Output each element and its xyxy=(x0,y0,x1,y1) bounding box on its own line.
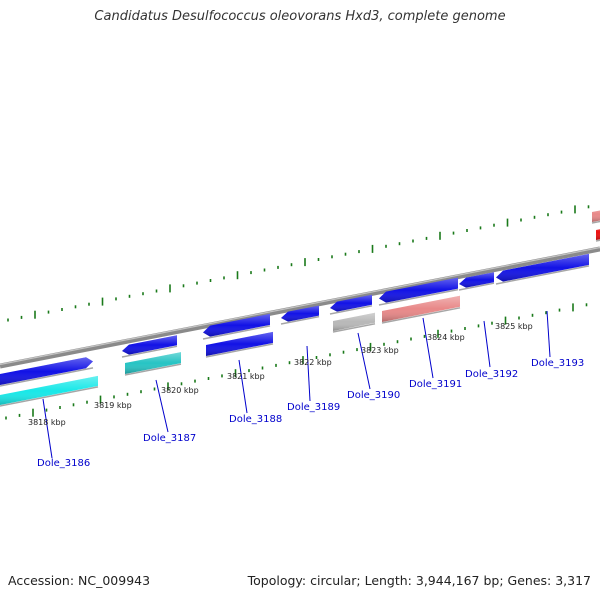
gene-dole-3187[interactable] xyxy=(124,352,182,376)
label-connector-line xyxy=(546,310,551,358)
gene-dole-3186-shading xyxy=(0,357,93,386)
gene-dole-3190-shading xyxy=(333,312,375,331)
label-connector-line xyxy=(155,379,169,433)
label-connector-line xyxy=(422,317,434,379)
kbp-label: 3824 kbp xyxy=(427,333,465,342)
lower-tick-track xyxy=(5,303,588,420)
genome-title: Candidatus Desulfococcus oleovorans Hxd3… xyxy=(94,9,506,24)
gene-dole-3190[interactable] xyxy=(332,312,376,333)
gene-label-link[interactable]: Dole_3188 xyxy=(229,414,282,425)
gene-labels: Dole_3186 Dole_3187 Dole_3188 Dole_3189 Dole… xyxy=(37,358,584,469)
genome-summary-text: Topology: circular; Length: 3,944,167 bp… xyxy=(247,573,591,588)
kbp-label: 3819 kbp xyxy=(94,401,132,410)
gene-label-link[interactable]: Dole_3193 xyxy=(531,358,584,369)
genome-backbone xyxy=(0,246,600,369)
kbp-label: 3825 kbp xyxy=(495,322,533,331)
label-connector-line xyxy=(238,359,248,414)
gene-dole-3191-edge xyxy=(381,307,461,324)
accession-text: Accession: NC_009943 xyxy=(8,573,151,588)
gene-label-link[interactable]: Dole_3187 xyxy=(143,433,196,444)
kbp-label: 3818 kbp xyxy=(28,418,66,427)
gene-cyan-dole-3186-shading xyxy=(0,375,98,406)
label-connectors xyxy=(42,310,551,459)
gene-dole-3187-upper-shading xyxy=(122,335,177,355)
gene-label-link[interactable]: Dole_3191 xyxy=(409,379,462,390)
gene-dole-3190-upper-shading xyxy=(330,294,372,312)
gene-edge-pink-edge xyxy=(591,220,600,224)
gene-cyan-dole-3186-edge xyxy=(0,386,99,407)
gene-dole-3188-upper-edge xyxy=(202,325,271,340)
gene-label-link[interactable]: Dole_3186 xyxy=(37,458,90,469)
gene-track xyxy=(0,206,600,407)
gene-cyan-dole-3186[interactable] xyxy=(0,375,99,407)
gene-dole-3188-shading xyxy=(206,331,273,356)
gene-dole-3191-shading xyxy=(382,295,460,322)
label-connector-line xyxy=(483,320,491,368)
label-connector-line xyxy=(306,345,311,402)
gene-dole-3187-upper-edge xyxy=(121,345,178,358)
gene-dole-3190-edge xyxy=(332,323,376,333)
gene-dole-3186[interactable] xyxy=(0,357,94,387)
kbp-label: 3823 kbp xyxy=(361,346,399,355)
gene-dole-3188-upper-shading xyxy=(203,313,270,337)
gene-dole-3193-shading xyxy=(496,253,589,282)
gene-dole-3192[interactable] xyxy=(458,272,495,291)
gene-dole-3191[interactable] xyxy=(381,295,461,324)
upper-tick-track xyxy=(7,205,590,322)
gene-dole-3192-shading xyxy=(459,272,494,288)
gene-dole-3188-edge xyxy=(205,343,274,358)
gene-edge-red-shading xyxy=(596,229,600,240)
gene-dole-3189-edge xyxy=(280,315,320,325)
kbp-label: 3820 kbp xyxy=(161,386,199,395)
gene-dole-3193-edge xyxy=(495,265,590,285)
label-connector-line xyxy=(357,332,371,390)
gene-dole-3190-upper[interactable] xyxy=(329,294,373,315)
kbp-label: 3822 kbp xyxy=(294,358,332,367)
kbp-scale-labels: 3818 kbp 3819 kbp 3820 kbp 3821 kbp 3822 kbp… xyxy=(28,322,533,427)
gene-dole-3191-upper-edge xyxy=(378,288,459,306)
kbp-label: 3821 kbp xyxy=(227,372,265,381)
gene-edge-pink[interactable] xyxy=(591,206,600,224)
gene-label-link[interactable]: Dole_3190 xyxy=(347,390,400,401)
gene-dole-3191-upper-shading xyxy=(379,277,458,303)
gene-dole-3187-shading xyxy=(125,352,181,374)
gene-dole-3189-shading xyxy=(281,305,319,322)
gene-edge-pink-shading xyxy=(592,210,600,222)
gene-label-link[interactable]: Dole_3192 xyxy=(465,369,518,380)
genome-backbone-highlight xyxy=(0,246,600,366)
gene-dole-3188-upper[interactable] xyxy=(202,313,271,340)
gene-dole-3192-edge xyxy=(458,282,495,291)
gene-edge-red[interactable] xyxy=(595,224,600,242)
gene-dole-3187-upper[interactable] xyxy=(121,335,178,358)
gene-label-link[interactable]: Dole_3189 xyxy=(287,402,340,413)
gene-dole-3187-edge xyxy=(124,363,182,376)
label-connector-line xyxy=(42,398,53,459)
gene-dole-3189[interactable] xyxy=(280,305,320,325)
gene-dole-3190-upper-edge xyxy=(329,305,373,315)
gene-dole-3193[interactable] xyxy=(495,253,590,285)
gene-dole-3191-upper[interactable] xyxy=(378,277,459,306)
gene-dole-3188[interactable] xyxy=(205,331,274,358)
gene-dole-3186-edge xyxy=(0,367,94,387)
